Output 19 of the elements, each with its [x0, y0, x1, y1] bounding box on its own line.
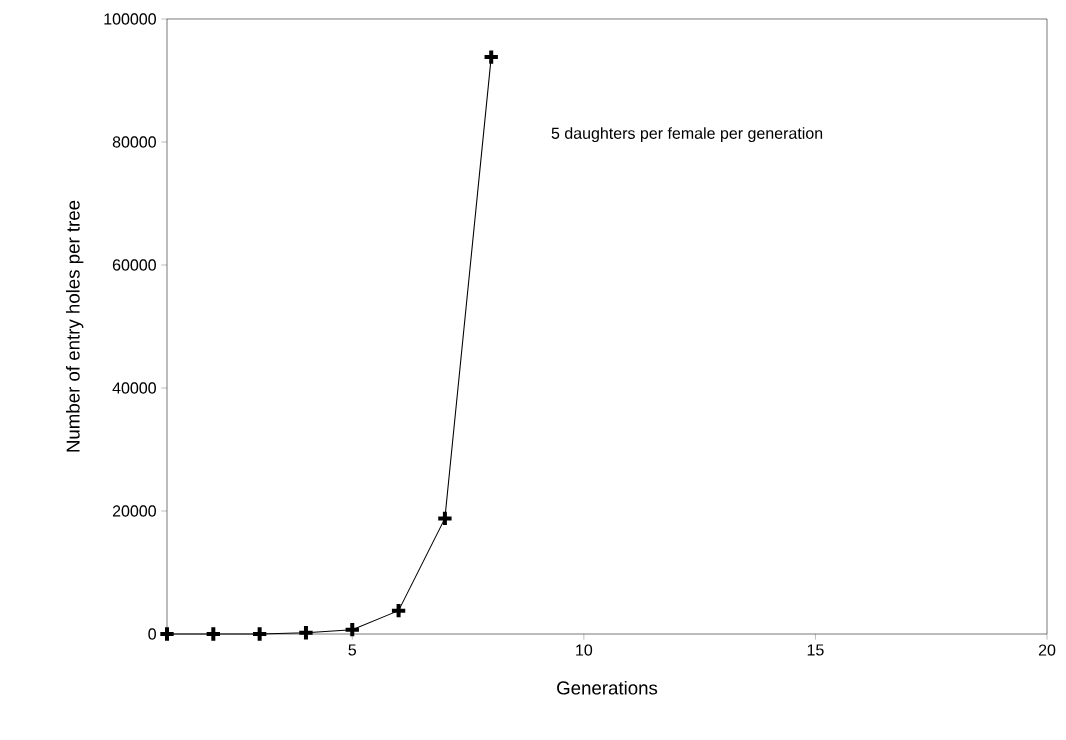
y-tick-label: 100000	[104, 13, 156, 25]
x-axis-title: Generations	[557, 680, 658, 695]
annotation: 5 daughters per female per generation	[551, 127, 823, 143]
x-tick-label: 20	[1038, 644, 1056, 656]
x-tick-label: 10	[576, 644, 593, 656]
y-tick-label: 40000	[112, 382, 156, 394]
y-tick-label: 80000	[112, 136, 156, 148]
x-tick-label: 15	[807, 644, 824, 656]
point	[204, 625, 222, 643]
point	[250, 625, 269, 643]
y-tick-label: 0	[148, 628, 156, 640]
y-tick-label: 20000	[112, 505, 156, 517]
y-axis-title: Number of entry holes per tree	[65, 200, 84, 452]
point	[482, 48, 500, 66]
point	[343, 621, 361, 639]
point	[158, 625, 176, 643]
x-tick-label: 5	[348, 644, 357, 656]
y-tick-label: 60000	[112, 259, 156, 271]
point	[297, 624, 315, 642]
